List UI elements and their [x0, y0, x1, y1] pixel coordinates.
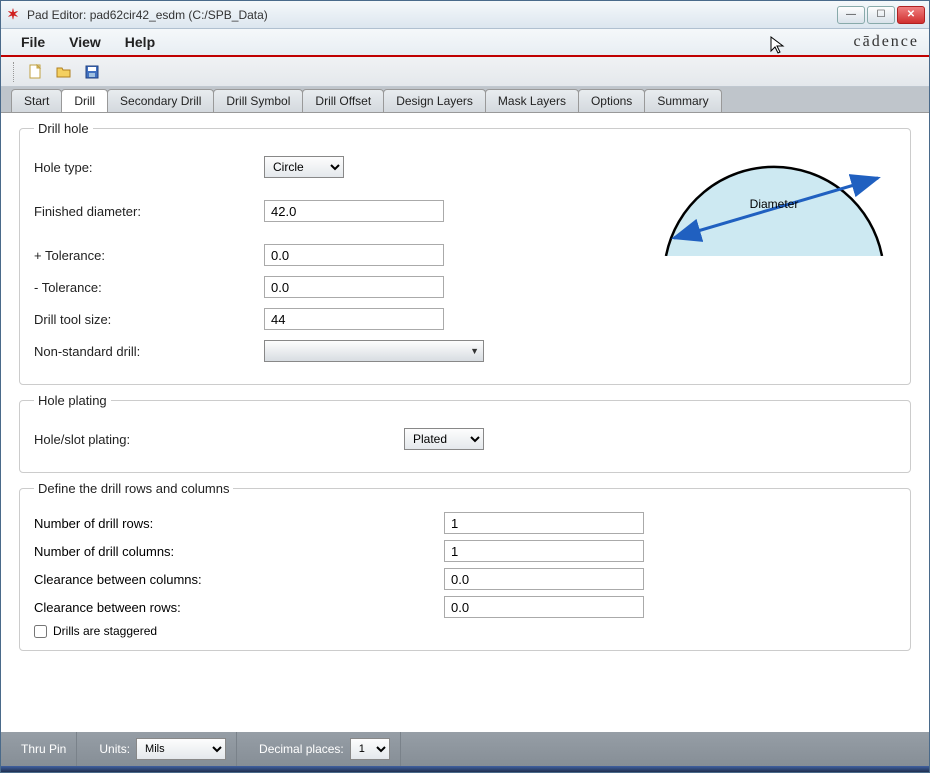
maximize-button[interactable]: ☐ — [867, 6, 895, 24]
tab-drill-offset[interactable]: Drill Offset — [302, 89, 384, 112]
plus-tolerance-input[interactable] — [264, 244, 444, 266]
finished-diameter-label: Finished diameter: — [34, 204, 264, 219]
menubar: File View Help cādence — [1, 29, 929, 57]
units-label: Units: — [99, 742, 130, 756]
diagram-label: Diameter — [750, 197, 799, 211]
units-select[interactable]: Mils — [136, 738, 226, 760]
drill-rows-cols-legend: Define the drill rows and columns — [34, 481, 233, 496]
new-file-button[interactable] — [25, 61, 47, 83]
non-standard-drill-label: Non-standard drill: — [34, 344, 264, 359]
non-standard-drill-select[interactable]: ▼ — [264, 340, 484, 362]
hole-type-select[interactable]: Circle — [264, 156, 344, 178]
clearance-rows-label: Clearance between rows: — [34, 600, 444, 615]
menu-view[interactable]: View — [59, 30, 111, 54]
status-units: Units: Mils — [89, 732, 237, 766]
tab-secondary-drill[interactable]: Secondary Drill — [107, 89, 214, 112]
drill-tool-size-input[interactable] — [264, 308, 444, 330]
tab-mask-layers[interactable]: Mask Layers — [485, 89, 579, 112]
minus-tolerance-input[interactable] — [264, 276, 444, 298]
hole-diagram: Diameter — [636, 146, 896, 256]
clearance-cols-input[interactable] — [444, 568, 644, 590]
drill-hole-legend: Drill hole — [34, 121, 93, 136]
save-button[interactable] — [81, 61, 103, 83]
app-icon: ✶ — [5, 7, 21, 23]
tab-drill[interactable]: Drill — [61, 89, 108, 112]
minus-tolerance-label: - Tolerance: — [34, 280, 264, 295]
finished-diameter-input[interactable] — [264, 200, 444, 222]
open-file-button[interactable] — [53, 61, 75, 83]
thru-pin-label: Thru Pin — [21, 742, 66, 756]
hole-type-label: Hole type: — [34, 160, 264, 175]
window-buttons: — ☐ ✕ — [837, 6, 925, 24]
decimal-places-label: Decimal places: — [259, 742, 344, 756]
drill-tool-size-label: Drill tool size: — [34, 312, 264, 327]
clearance-cols-label: Clearance between columns: — [34, 572, 444, 587]
hole-plating-legend: Hole plating — [34, 393, 111, 408]
toolbar-separator — [13, 62, 15, 82]
staggered-checkbox[interactable] — [34, 625, 47, 638]
window-title: Pad Editor: pad62cir42_esdm (C:/SPB_Data… — [27, 8, 837, 22]
status-thru-pin: Thru Pin — [11, 732, 77, 766]
tab-start[interactable]: Start — [11, 89, 62, 112]
close-button[interactable]: ✕ — [897, 6, 925, 24]
status-decimal: Decimal places: 1 — [249, 732, 401, 766]
clearance-rows-input[interactable] — [444, 596, 644, 618]
bottom-strip — [1, 766, 929, 772]
open-folder-icon — [56, 64, 72, 80]
save-icon — [84, 64, 100, 80]
staggered-label: Drills are staggered — [53, 624, 157, 638]
plus-tolerance-label: + Tolerance: — [34, 248, 264, 263]
statusbar: Thru Pin Units: Mils Decimal places: 1 — [1, 732, 929, 766]
drill-cols-label: Number of drill columns: — [34, 544, 444, 559]
drill-rows-label: Number of drill rows: — [34, 516, 444, 531]
hole-plating-group: Hole plating Hole/slot plating: Plated — [19, 393, 911, 473]
drill-rows-cols-group: Define the drill rows and columns Number… — [19, 481, 911, 651]
hole-plating-label: Hole/slot plating: — [34, 432, 404, 447]
drill-rows-input[interactable] — [444, 512, 644, 534]
menu-file[interactable]: File — [11, 30, 55, 54]
menu-help[interactable]: Help — [115, 30, 165, 54]
minimize-button[interactable]: — — [837, 6, 865, 24]
hole-plating-select[interactable]: Plated — [404, 428, 484, 450]
drill-hole-group: Drill hole Hole type: Circle Finished di… — [19, 121, 911, 385]
tab-drill-symbol[interactable]: Drill Symbol — [213, 89, 303, 112]
toolbar — [1, 57, 929, 87]
brand-logo: cādence — [853, 33, 919, 51]
tab-options[interactable]: Options — [578, 89, 645, 112]
new-file-icon — [28, 64, 44, 80]
tabstrip: Start Drill Secondary Drill Drill Symbol… — [1, 87, 929, 113]
content-area: Drill hole Hole type: Circle Finished di… — [1, 113, 929, 732]
titlebar: ✶ Pad Editor: pad62cir42_esdm (C:/SPB_Da… — [1, 1, 929, 29]
tab-summary[interactable]: Summary — [644, 89, 721, 112]
decimal-places-select[interactable]: 1 — [350, 738, 390, 760]
tab-design-layers[interactable]: Design Layers — [383, 89, 486, 112]
app-window: ✶ Pad Editor: pad62cir42_esdm (C:/SPB_Da… — [0, 0, 930, 773]
chevron-down-icon: ▼ — [470, 346, 479, 356]
drill-cols-input[interactable] — [444, 540, 644, 562]
